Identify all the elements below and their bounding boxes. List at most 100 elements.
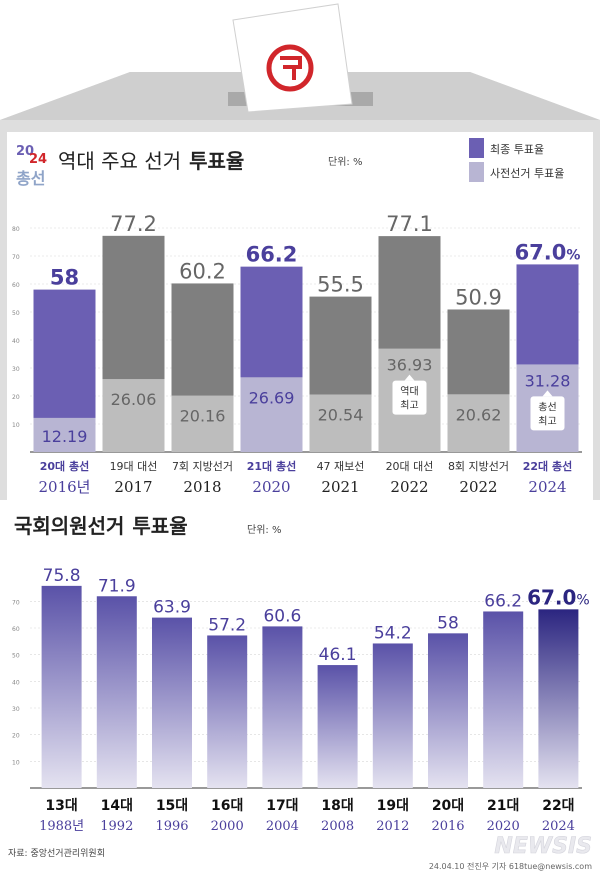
top-ytick-label: 70 [12,254,20,261]
annotation-line2: 최고 [538,415,556,427]
bottom-unit: 단위: % [247,523,281,536]
bottom-ytick-label: 30 [12,706,20,713]
bottom-ytick-label: 10 [12,759,20,766]
credit-note: 24.04.10 전진우 기자 618tue@newsis.com [429,861,592,871]
top-ytick-label: 30 [12,366,20,373]
session-year-label: 2004 [266,819,299,834]
session-label: 13대 [45,798,77,814]
early-value-label: 26.69 [249,388,295,407]
final-value-text: 50.9 [455,285,502,309]
early-value-label: 12.19 [42,427,88,446]
turnout-bar [96,596,137,788]
turnout-value-label: 75.8 [43,566,81,586]
final-value-label: 50.9 [455,285,502,309]
early-value-label: 20.62 [456,405,502,424]
category-label: 7회 지방선거 [172,460,233,473]
turnout-value-text: 66.2 [484,591,522,611]
category-label: 8회 지방선거 [448,460,509,473]
bottom-ytick-label: 60 [12,626,20,633]
top-title-bold: 투표율 [189,149,244,173]
session-label: 22대 [542,798,574,814]
session-label: 16대 [211,798,243,814]
top-title-normal: 역대 주요 선거 [58,149,181,173]
year-label: 2022 [459,478,497,496]
final-value-text: 60.2 [179,259,226,283]
turnout-value-label: 60.6 [263,606,301,626]
session-label: 17대 [266,798,298,814]
turnout-value-label: 58 [437,613,459,633]
year-label: 2021 [321,478,359,496]
turnout-value-label: 67.0% [527,585,590,609]
turnout-bar [538,609,579,788]
turnout-value-label: 46.1 [319,645,357,665]
year-label: 2018 [183,478,221,496]
session-year-label: 2000 [211,819,244,834]
annotation-pointer [542,390,553,397]
turnout-bar [262,626,303,788]
early-value-label: 20.16 [180,407,226,426]
turnout-value-text: 67.0 [527,585,576,609]
early-turnout-bar [240,377,303,452]
annotation-pointer [404,374,415,381]
logo-label: 총선 [16,169,45,188]
turnout-value-text: 46.1 [319,645,357,665]
legend-swatch-early [469,162,484,182]
session-year-label: 2020 [487,819,520,834]
year-label: 2022 [390,478,428,496]
final-value-suffix: % [566,247,580,263]
early-turnout-bar [102,379,165,452]
year-label: 2020 [252,478,290,496]
turnout-value-label: 63.9 [153,598,191,618]
final-value-text: 55.5 [317,273,364,297]
turnout-value-text: 71.9 [98,576,136,596]
category-label: 21대 총선 [247,459,297,473]
final-value-text: 66.2 [246,243,298,267]
year-label: 2024 [528,478,566,496]
category-label: 22대 총선 [523,459,573,473]
session-year-label: 2024 [542,819,575,834]
top-chart-panel: 20 24 총선 역대 주요 선거 투표율 단위: % 최종 투표율 사전선거 투… [0,3,600,500]
turnout-value-label: 54.2 [374,623,412,643]
ballot-stamp-icon [266,44,314,92]
final-value-label: 58 [50,266,79,290]
bottom-ytick-label: 20 [12,733,20,740]
turnout-value-text: 58 [437,613,459,633]
turnout-value-text: 57.2 [208,615,246,635]
turnout-value-label: 57.2 [208,615,246,635]
early-turnout-bar [171,395,234,452]
turnout-bar [428,633,468,788]
top-ytick-label: 40 [12,338,20,345]
source-note: 자료: 중앙선거관리위원회 [8,847,105,859]
session-label: 15대 [156,798,188,814]
logo-year-left: 20 [16,144,34,159]
turnout-value-text: 63.9 [153,598,191,618]
turnout-value-label: 71.9 [98,576,136,596]
session-label: 21대 [487,798,519,814]
early-value-label: 26.06 [111,390,157,409]
turnout-value-suffix: % [576,592,589,608]
bottom-title-bold: 투표율 [132,514,187,538]
final-value-label: 55.5 [317,273,364,297]
annotation-line1: 역대 [400,386,418,398]
category-label: 19대 대선 [110,460,158,473]
turnout-value-text: 60.6 [263,606,301,626]
turnout-bar [152,617,192,788]
early-value-label: 20.54 [318,405,364,424]
legend-label-early: 사전선거 투표율 [490,167,564,180]
final-value-text: 77.2 [110,212,157,236]
final-value-label: 60.2 [179,259,226,283]
top-ytick-label: 50 [12,310,20,317]
turnout-bar [207,635,248,788]
turnout-bar [372,643,413,788]
annotation-line1: 총선 [538,401,556,413]
early-value-label: 31.28 [525,371,571,390]
election-logo: 20 24 총선 [16,144,47,188]
newsis-watermark: NEWSIS [494,834,592,859]
turnout-bar [483,611,524,788]
session-label: 18대 [321,798,353,814]
session-year-label: 1996 [155,819,188,834]
session-year-label: 2012 [376,819,409,834]
final-value-label: 67.0% [515,240,581,264]
category-label: 20대 총선 [40,459,90,473]
